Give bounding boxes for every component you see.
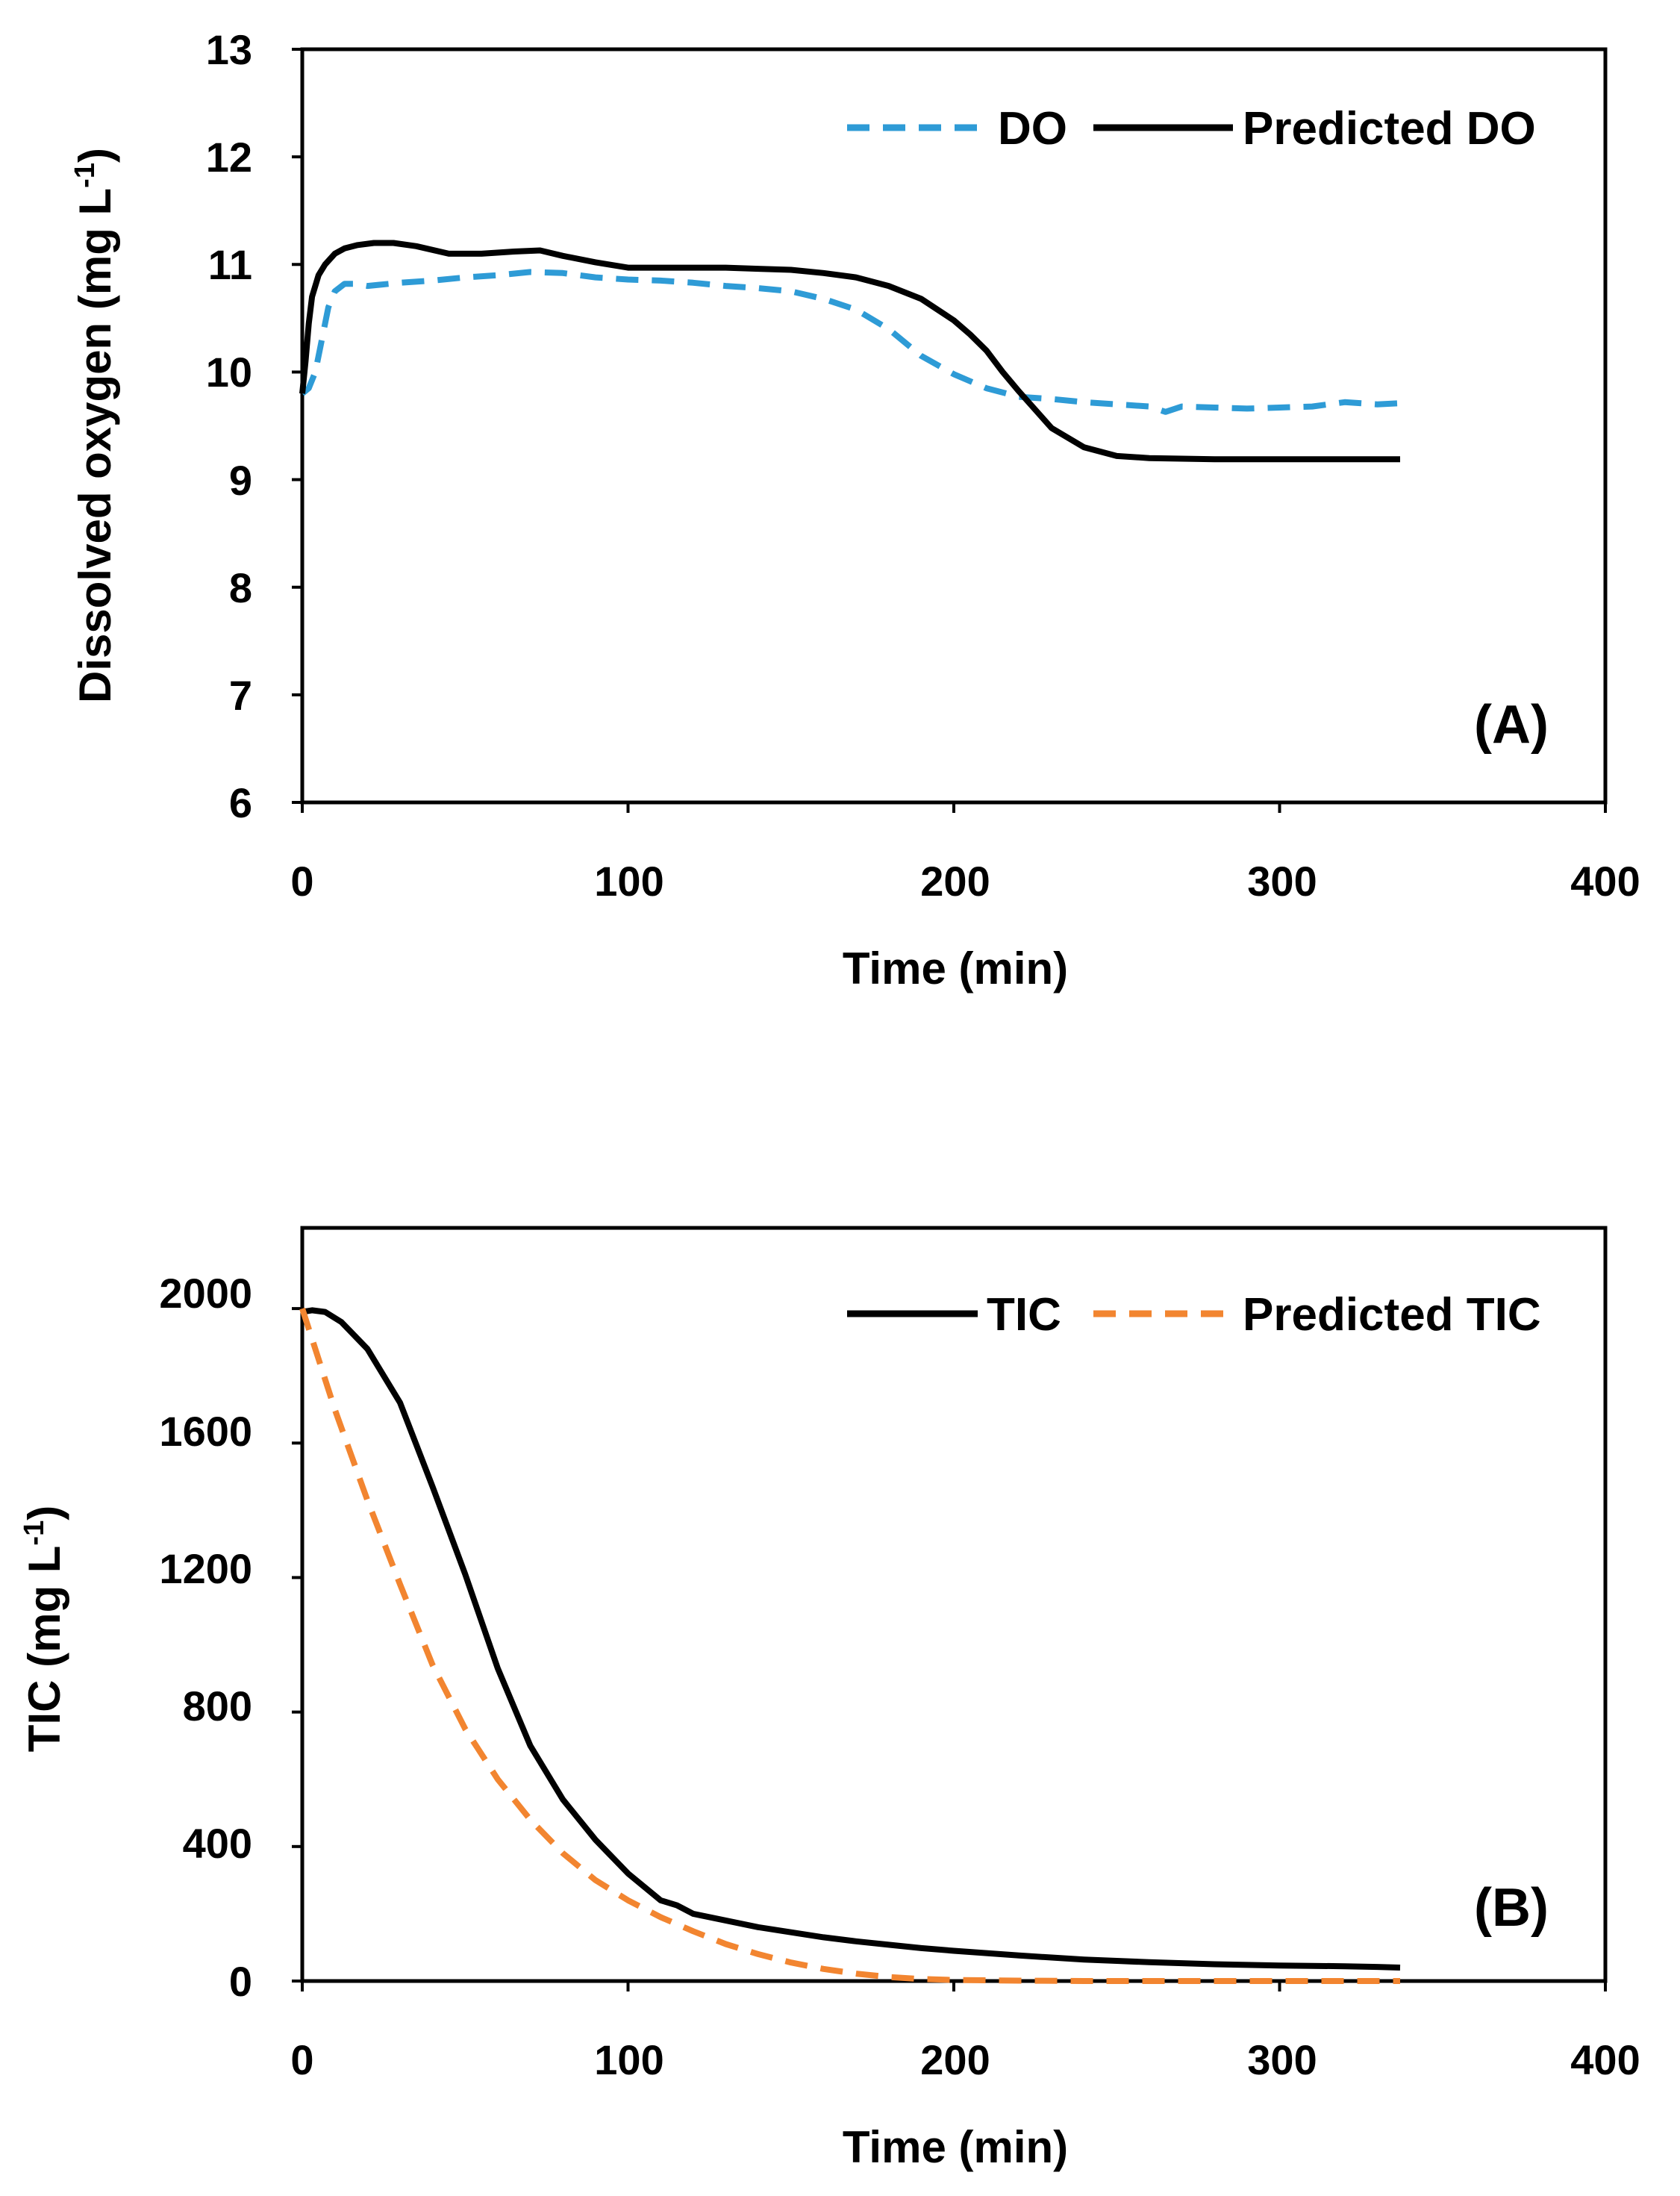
panel-a-xtick-label: 400 [1570,858,1640,905]
panel-b-ytick-label: 1200 [159,1545,252,1592]
panel-b-legend: TIC Predicted TIC [847,1289,1541,1341]
panel-a-plot-area [300,47,1608,805]
panel-a-series [299,240,1401,463]
panel-a-x-axis-title: Time (min) [843,943,1068,993]
panel-b-ytick-label: 1600 [159,1408,252,1455]
legend-do-label: DO [998,103,1067,155]
panel-a-ytick-label: 12 [206,134,252,181]
panel-b-chart: 0 400 800 1200 1600 2000 0 100 200 300 4… [19,1226,1640,2172]
panel-b-axis-ticks [292,1307,1607,1991]
panel-a-ytick-label: 13 [206,26,252,73]
panel-a-ytick-label: 6 [229,779,252,826]
panel-a-ytick-label: 9 [229,457,252,504]
panel-b-ytick-label: 2000 [159,1270,252,1317]
panel-a-ytick-label: 11 [208,241,252,288]
panel-a-ytick-label: 8 [229,564,252,611]
panel-b-xtick-label: 300 [1247,2036,1317,2083]
series-line-do [300,269,1401,415]
panel-a-legend: DO Predicted DO [847,103,1536,155]
series-line-predicted-do [299,240,1400,463]
panel-a-label: (A) [1474,695,1549,755]
panel-b-ytick-label: 400 [183,1820,252,1867]
panel-a-xtick-label: 200 [920,858,990,905]
legend-predicted-do-label: Predicted DO [1243,103,1536,155]
panel-b-ytick-label: 0 [229,1958,252,2005]
series-line-predicted-tic [299,1307,1400,1984]
panel-a-ytick-label: 7 [229,672,252,719]
panel-b-x-axis-title: Time (min) [843,2122,1068,2172]
legend-tic-label: TIC [987,1289,1061,1341]
panel-a-xtick-label: 0 [290,858,313,905]
panel-b-xtick-label: 0 [290,2036,313,2083]
panel-b-xtick-label: 100 [594,2036,663,2083]
panel-a-y-axis-title: Dissolved oxygen (mg L-1) [69,148,120,703]
panel-b-ytick-label: 800 [183,1682,252,1729]
legend-predicted-tic-label: Predicted TIC [1243,1289,1541,1341]
panel-b-series [299,1307,1401,1984]
series-line-tic [302,1307,1401,1971]
panel-b-y-axis-title: TIC (mg L-1) [19,1506,69,1752]
panel-a-xtick-label: 300 [1247,858,1317,905]
panel-a-xtick-label: 100 [594,858,663,905]
panel-a-axis-ticks [292,48,1607,813]
panel-a-chart: 6 7 8 9 10 11 12 13 0 100 200 300 400 Ti… [69,26,1640,993]
panel-b-xtick-label: 200 [920,2036,990,2083]
panel-b-label: (B) [1474,1878,1549,1938]
panel-b-plot-area [300,1226,1608,1983]
panel-a-ytick-label: 10 [206,349,252,396]
panel-b-xtick-label: 400 [1570,2036,1640,2083]
